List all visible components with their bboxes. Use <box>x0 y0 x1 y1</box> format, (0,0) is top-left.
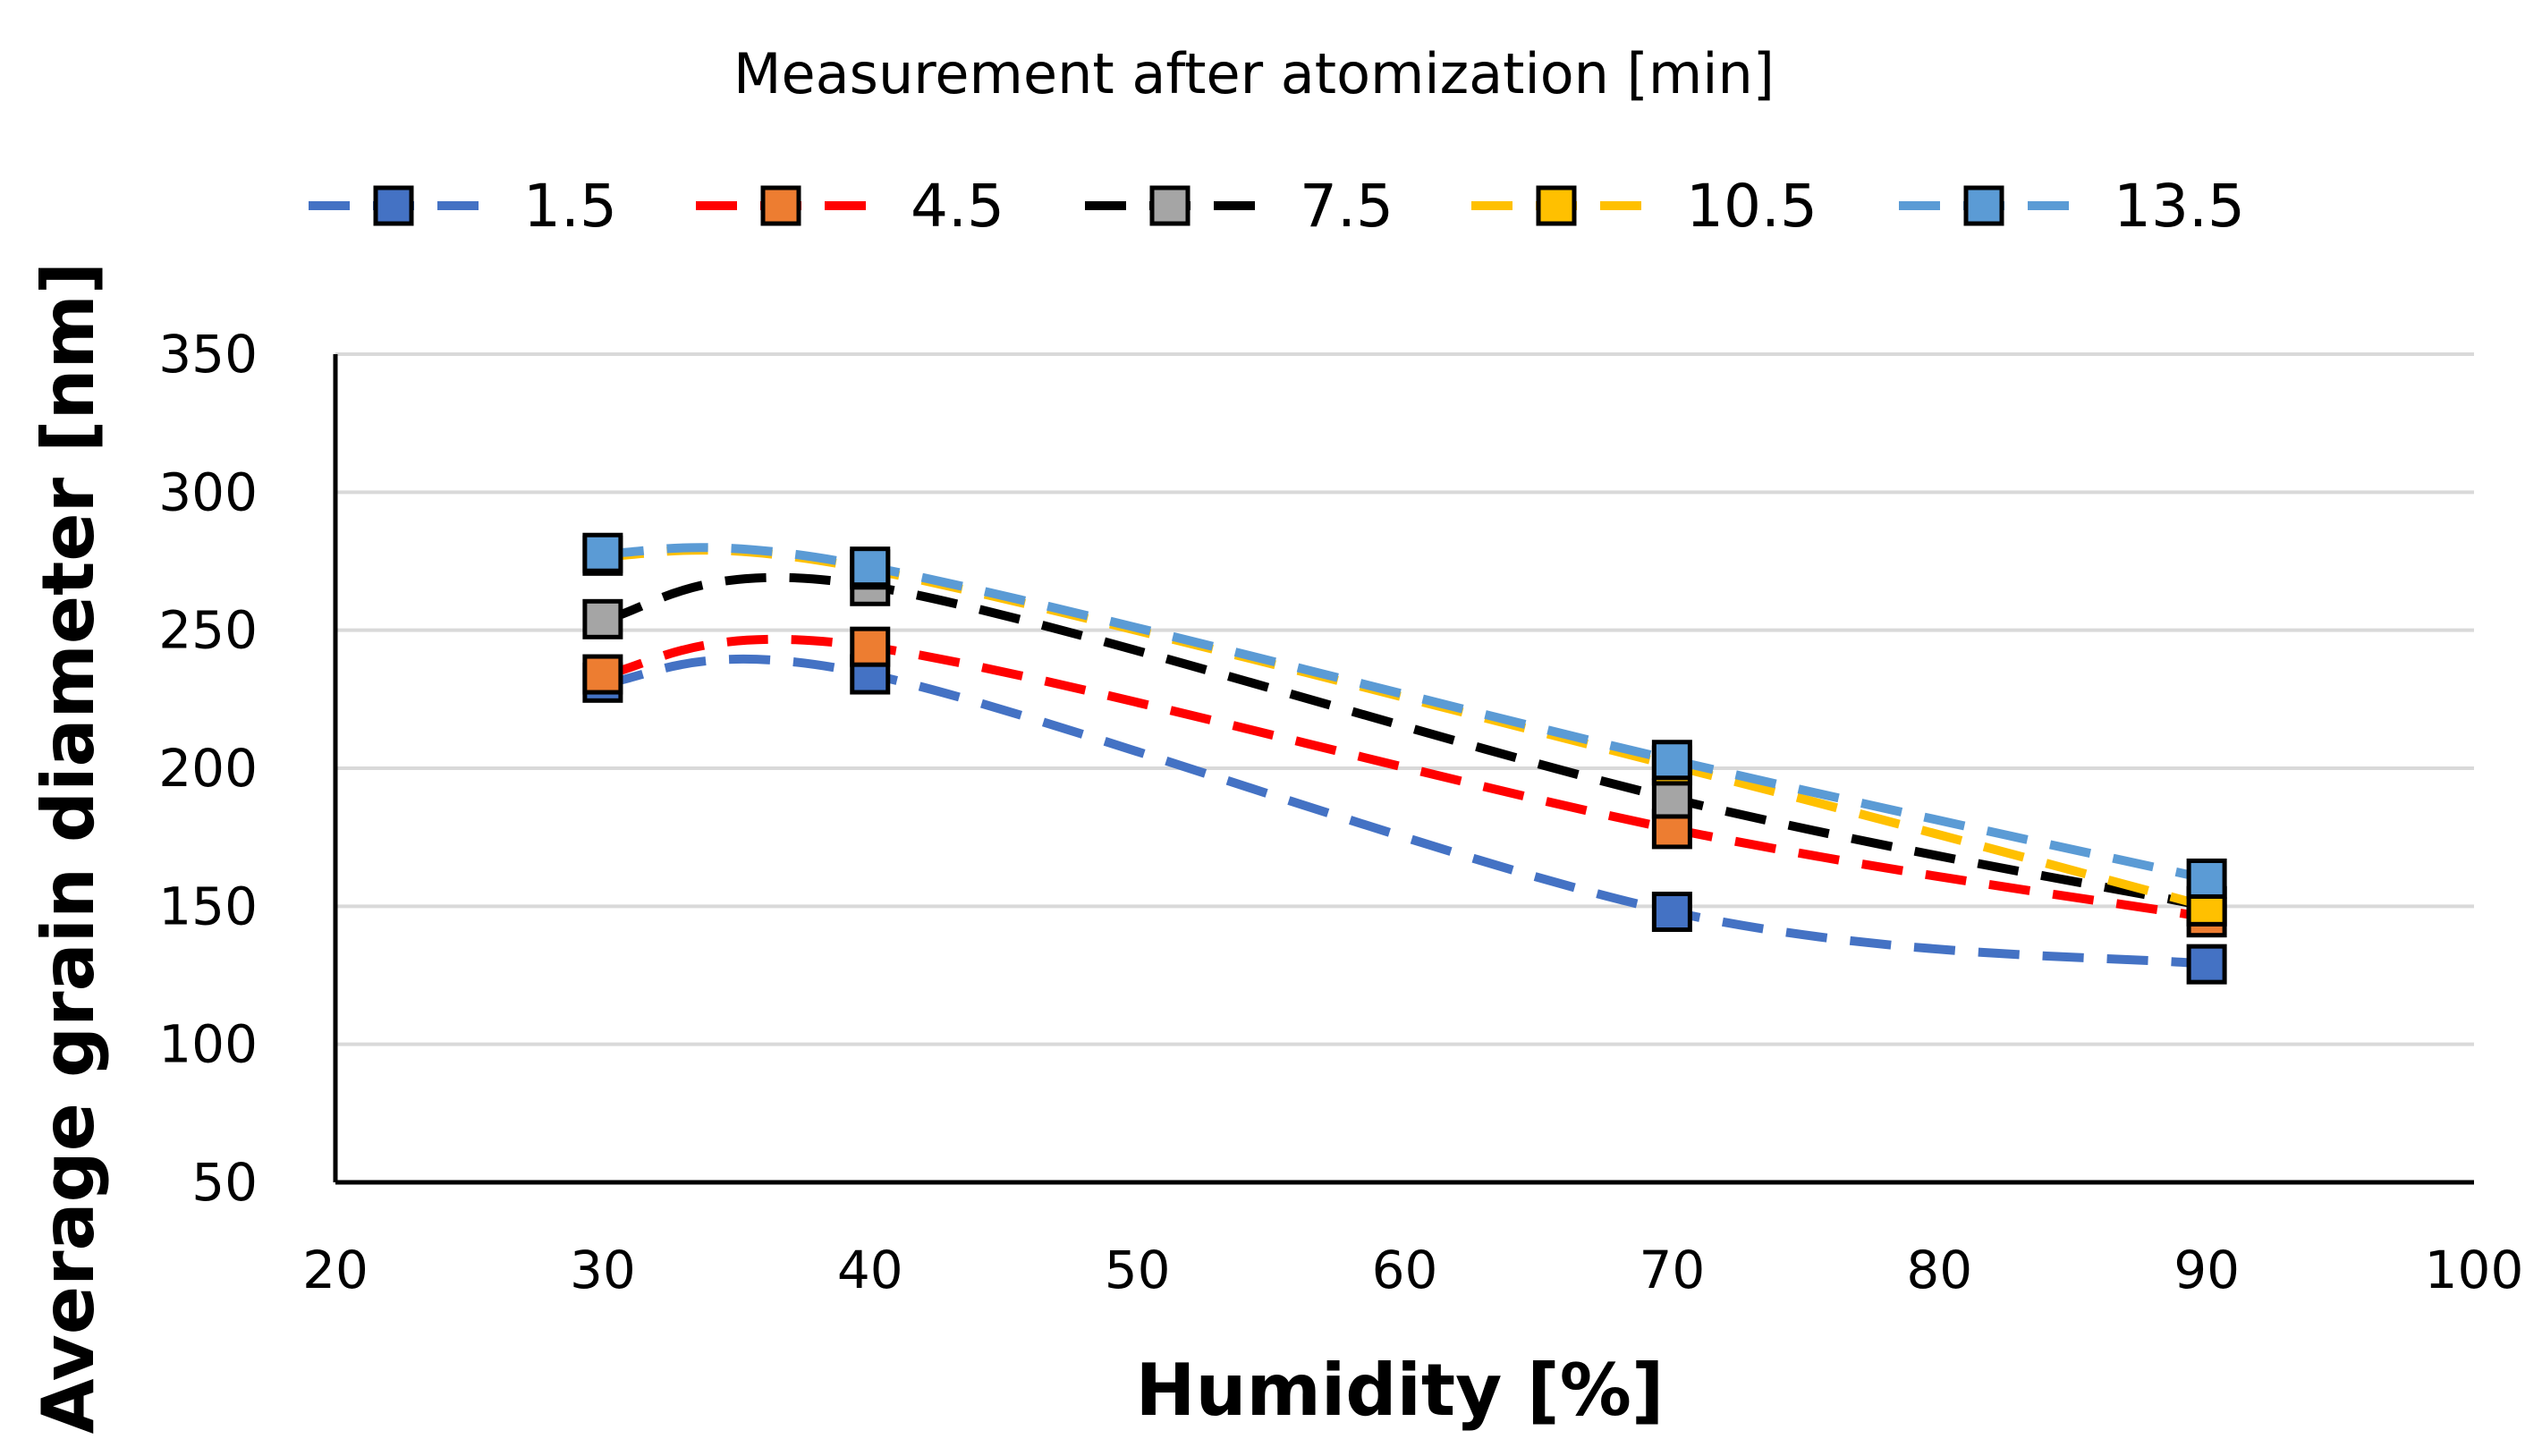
x-tick-label: 60 <box>1372 1240 1438 1300</box>
series-line <box>602 654 2207 969</box>
legend-title: Measurement after atomization [min] <box>733 41 1775 106</box>
legend-label: 13.5 <box>2114 172 2245 241</box>
y-tick-label: 200 <box>158 738 258 799</box>
legend-label: 10.5 <box>1686 172 1818 241</box>
data-point <box>850 626 891 667</box>
y-tick-label: 350 <box>158 324 258 385</box>
legend-swatch-marker <box>760 185 801 226</box>
data-point <box>2186 858 2227 899</box>
y-tick-label: 250 <box>158 600 258 661</box>
x-tick-label: 20 <box>302 1240 369 1300</box>
x-tick-label: 70 <box>1639 1240 1705 1300</box>
legend-swatch-marker <box>373 185 414 226</box>
y-axis-title: Average grain diameter [nm] <box>27 262 110 1435</box>
x-axis-title: Humidity [%] <box>1136 1349 1665 1432</box>
data-point <box>582 532 623 573</box>
legend-entry-10.5: 10.5 <box>1471 172 1818 241</box>
data-point <box>1651 892 1692 933</box>
series-7.5 <box>582 565 2227 927</box>
legend-entry-4.5: 4.5 <box>696 172 1004 241</box>
series-layer <box>582 532 2227 985</box>
data-point <box>2186 944 2227 985</box>
series-line <box>602 546 2208 911</box>
x-tick-label: 100 <box>2425 1240 2524 1300</box>
legend-label: 4.5 <box>911 172 1004 241</box>
y-tick-label: 150 <box>158 876 258 936</box>
data-point <box>1651 778 1692 819</box>
y-tick-label: 300 <box>158 461 258 522</box>
x-tick-label: 80 <box>1906 1240 1972 1300</box>
legend-swatch-marker <box>1963 185 2004 226</box>
tick-labels: 20 30 40 50 60 70 80 90 100 50 100 150 200 250 300 350 <box>158 324 2523 1300</box>
data-point <box>582 598 623 639</box>
data-point <box>1651 740 1692 781</box>
axes <box>333 354 2474 1185</box>
legend-swatch-marker <box>1536 185 1577 226</box>
legend-label: 7.5 <box>1300 172 1394 241</box>
series-line <box>602 634 2207 922</box>
x-tick-label: 90 <box>2173 1240 2240 1300</box>
x-tick-label: 40 <box>837 1240 903 1300</box>
data-point <box>582 654 623 695</box>
legend-label: 1.5 <box>523 172 617 241</box>
legend-swatch-marker <box>1149 185 1191 226</box>
series-line <box>602 572 2208 911</box>
series-4.5 <box>582 626 2227 938</box>
legend: 1.5 4.5 7.5 10.5 13.5 <box>309 172 2245 241</box>
legend-entry-1.5: 1.5 <box>309 172 617 241</box>
x-tick-label: 50 <box>1105 1240 1171 1300</box>
data-point <box>850 546 891 588</box>
y-tick-label: 50 <box>191 1152 258 1213</box>
x-tick-label: 30 <box>570 1240 636 1300</box>
y-tick-label: 100 <box>158 1014 258 1075</box>
grid <box>335 352 2474 1046</box>
series-1.5 <box>582 654 2227 985</box>
series-line <box>602 543 2208 884</box>
legend-entry-13.5: 13.5 <box>1899 172 2245 241</box>
legend-entry-7.5: 7.5 <box>1085 172 1394 241</box>
series-13.5 <box>582 532 2227 899</box>
